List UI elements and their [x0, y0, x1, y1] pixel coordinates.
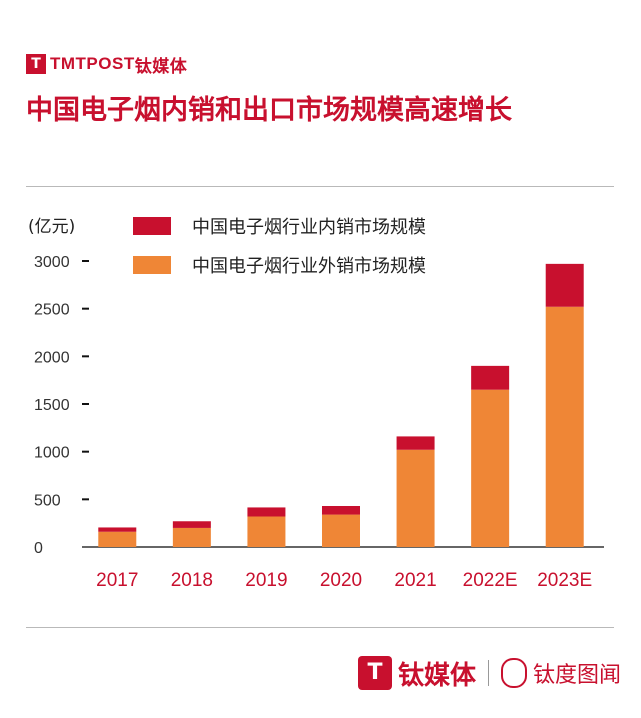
footer-brand2-name: 钛度图闻: [533, 663, 622, 688]
bottom-divider: [26, 627, 614, 628]
y-tick-label: 1000: [34, 445, 70, 462]
y-tick-label: 1500: [34, 397, 70, 414]
chart-title: 中国电子烟内销和出口市场规模高速增长: [26, 95, 512, 126]
y-tick-label: 3000: [34, 254, 70, 271]
footer-divider: [488, 660, 490, 686]
legend-label: 中国电子烟行业外销市场规模: [192, 256, 426, 277]
legend-label: 中国电子烟行业内销市场规模: [192, 217, 426, 238]
brand-name-cn: 钛媒体: [134, 56, 188, 76]
y-tick-label: 2000: [34, 349, 70, 366]
bar-domestic-2020: [322, 506, 360, 515]
x-tick-label: 2023E: [537, 570, 592, 591]
taidu-logo-icon: [501, 658, 528, 688]
y-tick-label: 500: [34, 492, 61, 509]
x-tick-label: 2022E: [463, 570, 518, 591]
x-tick-label: 2019: [245, 570, 287, 591]
bar-export-2020: [322, 514, 360, 547]
bar-domestic-2023E: [545, 263, 584, 307]
stacked-bar-chart: (亿元) 0 500 1000 1500 2000 2500 3000 2017 2018 2019…: [28, 217, 604, 591]
bar-export-2019: [247, 516, 286, 547]
x-tick-label: 2021: [394, 570, 436, 591]
bar-domestic-2022E: [471, 365, 510, 390]
top-divider: [26, 186, 614, 187]
bar-domestic-2018: [172, 521, 211, 528]
legend-swatch: [133, 256, 171, 274]
x-tick-label: 2020: [320, 570, 362, 591]
bar-domestic-2019: [247, 507, 286, 517]
bar-domestic-2021: [396, 436, 435, 450]
legend-swatch: [133, 217, 171, 235]
tmtpost-logo-icon: T: [26, 54, 46, 74]
tmtpost-logo-icon: T: [358, 656, 392, 690]
bar-export-2018: [172, 527, 211, 547]
x-tick-label: 2018: [171, 570, 213, 591]
bar-domestic-2017: [98, 527, 137, 532]
header-brand: T TMTPOST 钛媒体: [26, 52, 187, 76]
bar-export-2022E: [471, 389, 510, 547]
bar-export-2023E: [545, 306, 584, 547]
y-tick-label: 0: [34, 540, 43, 557]
bar-export-2017: [98, 531, 137, 547]
footer-brand-name: 钛媒体: [398, 660, 477, 691]
unit-label: (亿元): [28, 217, 75, 237]
y-tick-label: 2500: [34, 302, 70, 319]
x-tick-label: 2017: [96, 570, 138, 591]
footer-brand: T 钛媒体 钛度图闻: [358, 652, 621, 694]
brand-name: TMTPOST: [50, 54, 135, 73]
bar-export-2021: [396, 449, 435, 547]
